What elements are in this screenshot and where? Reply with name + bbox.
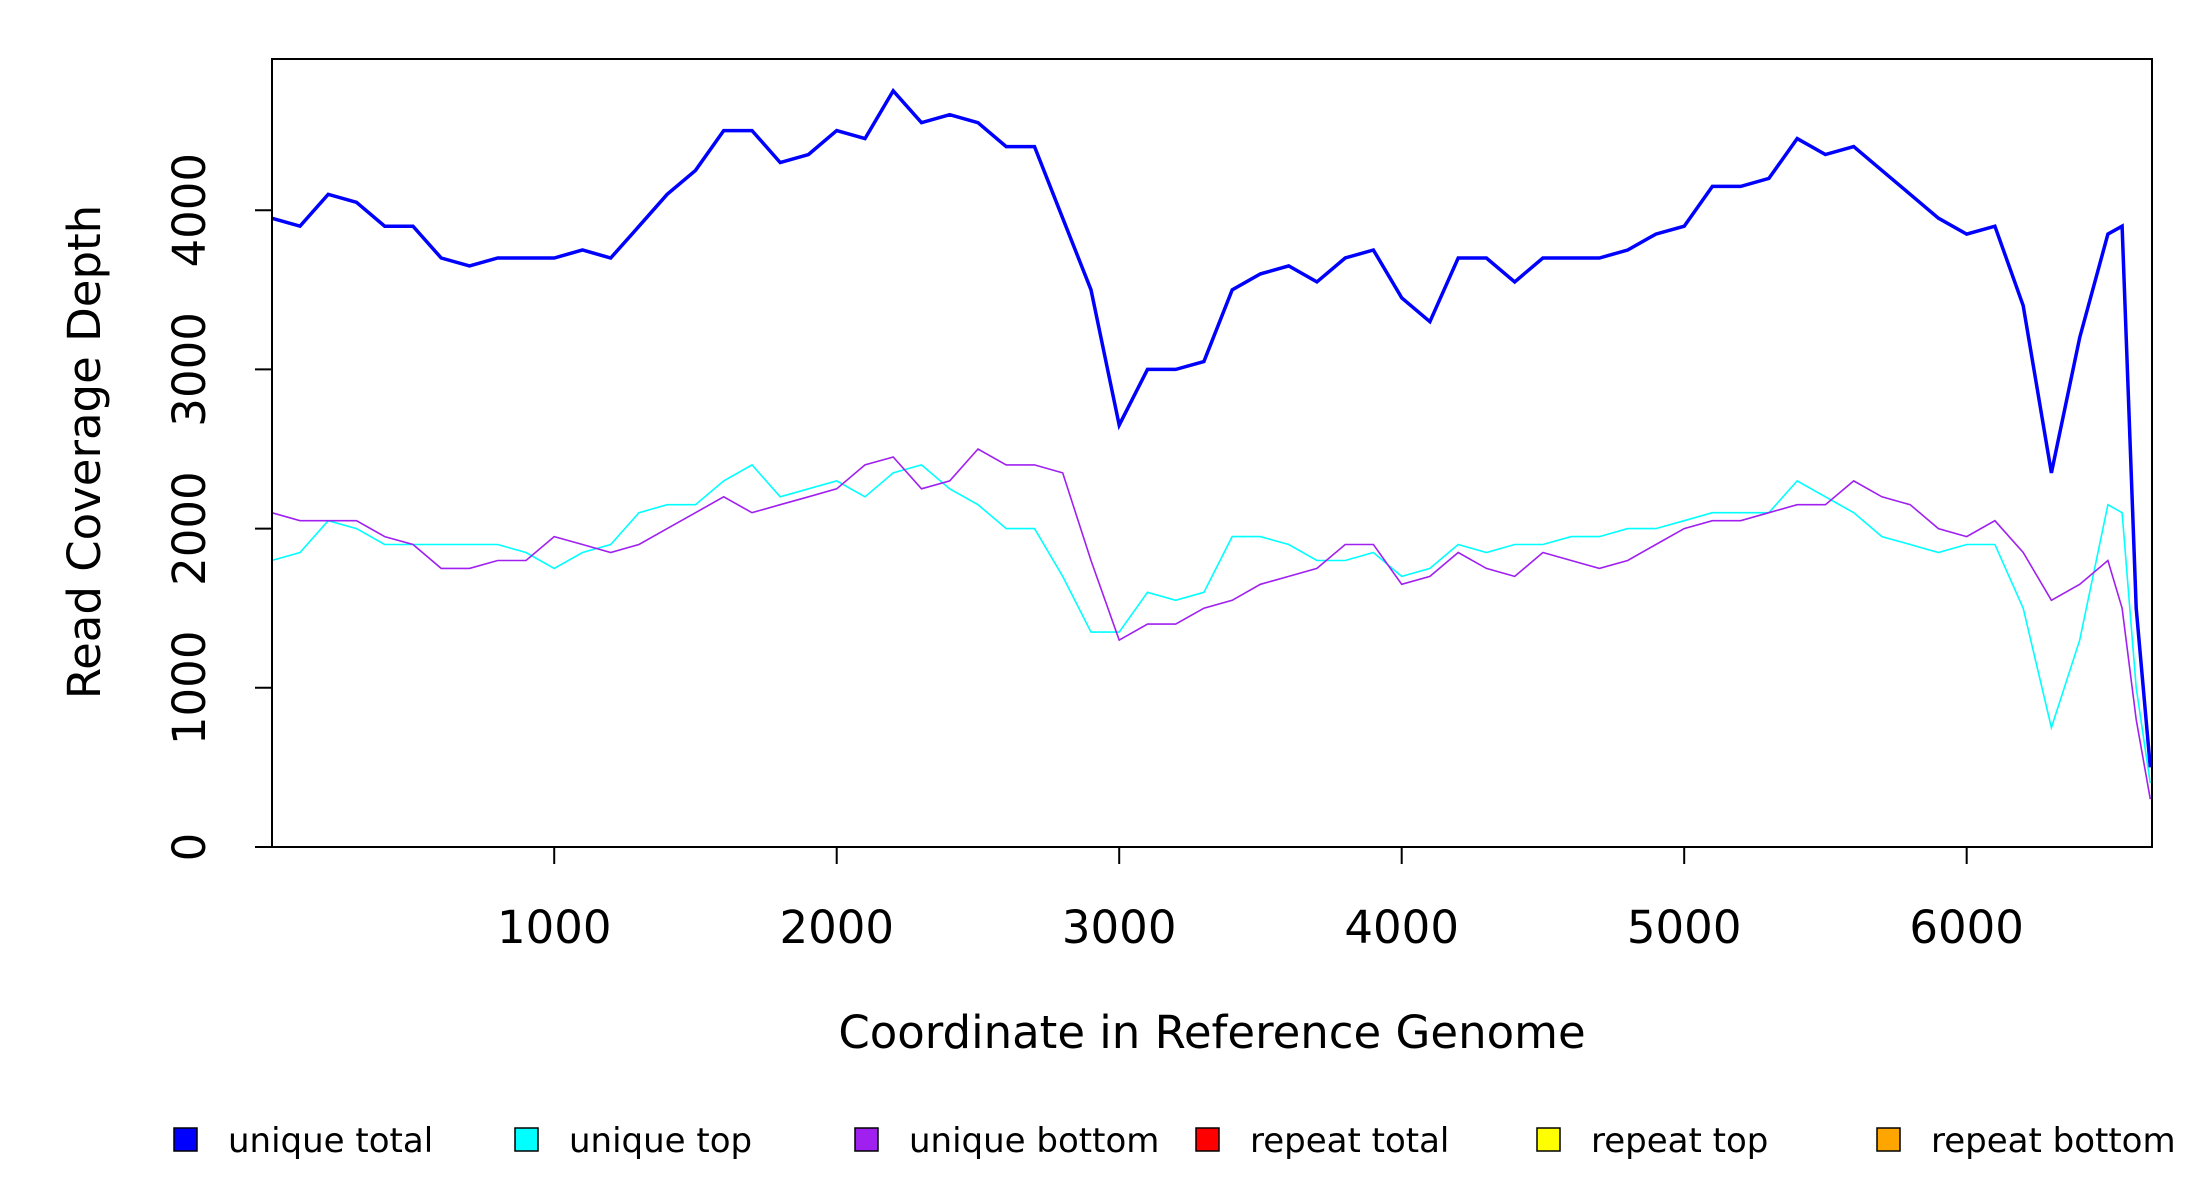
y-tick-label: 2000	[163, 471, 216, 586]
y-axis-title: Read Coverage Depth	[58, 205, 111, 699]
legend-label: unique total	[228, 1121, 433, 1161]
x-axis-title: Coordinate in Reference Genome	[838, 1006, 1585, 1059]
legend-label: repeat top	[1591, 1121, 1768, 1161]
x-tick-label: 3000	[1062, 901, 1177, 954]
x-tick-label: 4000	[1344, 901, 1459, 954]
legend-swatch	[854, 1127, 879, 1152]
legend-swatch	[1876, 1127, 1901, 1152]
legend-swatch	[514, 1127, 539, 1152]
y-tick-label: 4000	[163, 153, 216, 268]
legend-swatch	[1195, 1127, 1220, 1152]
x-tick-label: 5000	[1627, 901, 1742, 954]
legend-label: unique bottom	[909, 1121, 1159, 1161]
legend-label: unique top	[569, 1121, 752, 1161]
plot-frame	[271, 58, 2153, 848]
y-tick-label: 0	[163, 833, 216, 862]
legend-swatch	[173, 1127, 198, 1152]
legend-label: repeat bottom	[1931, 1121, 2176, 1161]
series-line	[271, 87, 2153, 768]
y-tick-label: 1000	[163, 631, 216, 746]
series-line	[271, 447, 2152, 800]
series-line	[271, 463, 2152, 784]
x-tick-label: 1000	[497, 901, 612, 954]
legend-label: repeat total	[1250, 1121, 1449, 1161]
x-tick-label: 2000	[779, 901, 894, 954]
legend-swatch	[1536, 1127, 1561, 1152]
x-tick-label: 6000	[1909, 901, 2024, 954]
y-tick-label: 3000	[163, 312, 216, 427]
